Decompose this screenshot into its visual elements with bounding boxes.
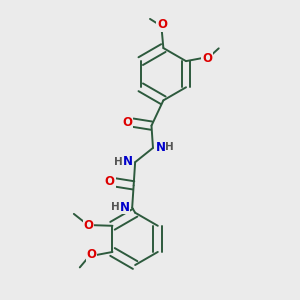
- Text: O: O: [87, 248, 97, 261]
- Text: O: O: [202, 52, 212, 65]
- Text: H: H: [114, 157, 123, 166]
- Text: O: O: [84, 219, 94, 232]
- Text: N: N: [155, 140, 165, 154]
- Text: N: N: [120, 201, 130, 214]
- Text: O: O: [105, 175, 115, 188]
- Text: H: H: [165, 142, 174, 152]
- Text: O: O: [157, 18, 167, 32]
- Text: N: N: [123, 155, 133, 168]
- Text: H: H: [111, 202, 120, 212]
- Text: O: O: [123, 116, 133, 129]
